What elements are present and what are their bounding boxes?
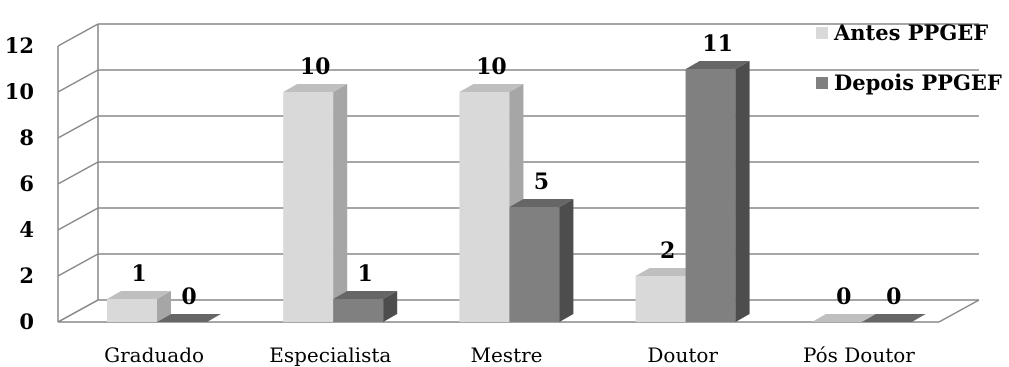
x-axis-categories: Graduado Especialista Mestre Doutor Pós Dout… [104, 343, 915, 367]
data-label: 10 [476, 54, 507, 80]
x-tick-label: Pós Doutor [803, 343, 915, 367]
data-label: 10 [300, 54, 331, 80]
data-label: 11 [702, 31, 733, 57]
x-tick-label: Especialista [269, 343, 391, 367]
bar-top [283, 84, 348, 92]
bar-mestre-depois [509, 199, 574, 322]
y-tick-label: 6 [19, 171, 34, 196]
bar-side [559, 199, 574, 322]
data-label: 0 [836, 284, 851, 310]
gridline-side [57, 69, 99, 93]
bar-top [635, 268, 700, 276]
legend-label-antes: Antes PPGEF [833, 20, 988, 45]
legend: Antes PPGEF Depois PPGEF [816, 20, 1002, 95]
bar-graduado-antes [107, 291, 171, 322]
legend-swatch-depois [816, 77, 828, 89]
bar-side [333, 84, 348, 322]
gridline-side [57, 161, 99, 185]
gridline-side [57, 207, 99, 231]
y-tick-label: 12 [5, 33, 34, 58]
bar-front [283, 92, 334, 322]
bar-side [157, 291, 171, 322]
y-tick-label: 2 [19, 263, 34, 288]
bar-front [107, 299, 157, 322]
data-label: 0 [886, 284, 901, 310]
bar-top [685, 61, 750, 69]
y-tick-label: 10 [5, 79, 34, 104]
x-tick-label: Mestre [470, 343, 542, 367]
bar-pós-doutor-antes [811, 314, 876, 322]
bar-top [861, 314, 926, 322]
legend-label-depois: Depois PPGEF [834, 70, 1002, 95]
gridline-side [57, 253, 99, 277]
bar-graduado-depois [157, 314, 221, 322]
gridline-side [57, 23, 99, 47]
bar-top [459, 84, 524, 92]
bar-front [685, 69, 736, 322]
bar-pós-doutor-depois [861, 314, 926, 322]
bars [107, 61, 926, 322]
bar-top [107, 291, 171, 299]
bar-especialista-antes [283, 84, 348, 322]
gridline-side [57, 299, 99, 323]
data-label: 1 [358, 261, 373, 287]
data-label: 1 [131, 261, 146, 287]
y-tick-label: 0 [19, 309, 34, 334]
x-tick-label: Graduado [104, 343, 204, 367]
gridline-side [57, 115, 99, 139]
bar-top [509, 199, 574, 207]
bar-top [157, 314, 221, 322]
bar-front [509, 207, 560, 322]
bar-top [333, 291, 398, 299]
y-axis-ticks: 0 2 4 6 8 10 12 [5, 33, 34, 334]
bar-side [735, 61, 750, 322]
bar-front [333, 299, 384, 322]
bar-doutor-depois [685, 61, 750, 322]
legend-swatch-antes [816, 27, 828, 39]
bar-side [383, 291, 398, 322]
bar-especialista-depois [333, 291, 398, 322]
bar-top [811, 314, 876, 322]
data-label: 2 [660, 238, 675, 264]
data-label: 0 [181, 284, 196, 310]
y-tick-label: 8 [19, 125, 34, 150]
bar-front [459, 92, 510, 322]
floor-right-edge [938, 299, 980, 323]
bar-front [635, 276, 686, 322]
x-tick-label: Doutor [647, 343, 718, 367]
data-label: 5 [534, 169, 549, 195]
y-tick-label: 4 [19, 217, 34, 242]
